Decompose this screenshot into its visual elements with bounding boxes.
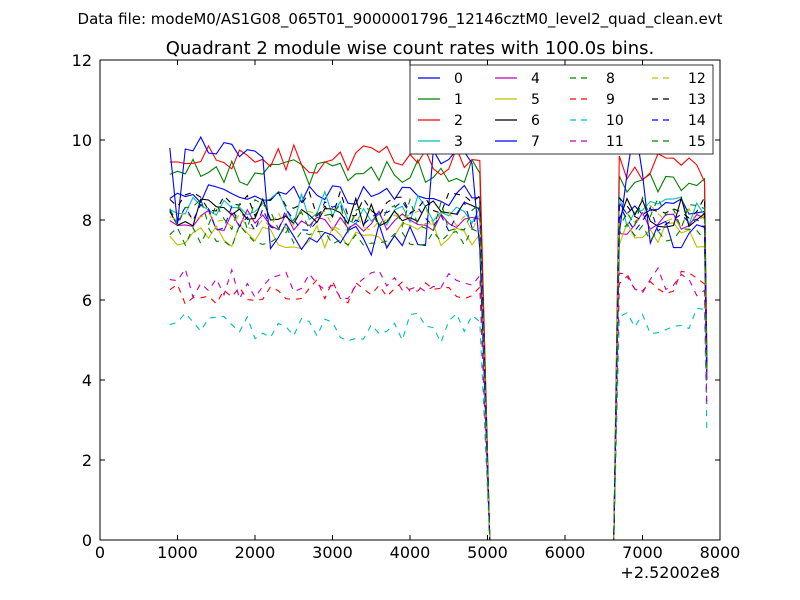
x-tick-label-1000: 1000 (157, 543, 198, 562)
series-line-1 (169, 158, 708, 541)
series-line-3 (169, 189, 708, 541)
y-tick-label-4: 4 (82, 371, 92, 390)
y-tick-label-2: 2 (82, 451, 92, 470)
series-line-13 (169, 189, 708, 541)
legend-label-7: 7 (531, 134, 540, 150)
plot-lines (169, 123, 708, 541)
series-line-2 (169, 143, 708, 541)
legend-label-15: 15 (688, 134, 706, 150)
series-line-9 (169, 270, 708, 541)
legend-label-3: 3 (454, 134, 463, 150)
chart-title: Quadrant 2 module wise count rates with … (166, 38, 655, 59)
series-line-0 (169, 184, 708, 541)
legend-label-10: 10 (606, 113, 624, 129)
series-line-11 (169, 266, 708, 541)
legend-label-14: 14 (688, 113, 706, 129)
legend-label-5: 5 (531, 92, 540, 108)
x-tick-label-0: 0 (95, 543, 105, 562)
legend-label-12: 12 (688, 71, 706, 87)
legend-label-6: 6 (531, 113, 540, 129)
series-line-6 (169, 196, 708, 541)
legend-label-13: 13 (688, 92, 706, 108)
x-tick-label-4000: 4000 (390, 543, 431, 562)
legend-label-8: 8 (606, 71, 615, 87)
legend-label-11: 11 (606, 134, 624, 150)
legend-box (409, 64, 714, 155)
legend-label-2: 2 (454, 113, 463, 129)
x-tick-label-6000: 6000 (545, 543, 586, 562)
axes-ticks: 0 1000 2000 3000 4000 5000 6000 7000 80000246810… (72, 51, 741, 562)
series-line-4 (169, 208, 708, 541)
series-line-10 (169, 307, 708, 541)
x-tick-label-2000: 2000 (235, 543, 276, 562)
x-offset-label: +2.52002e8 (620, 563, 720, 582)
series-line-8 (169, 223, 708, 541)
plot-frame (99, 59, 721, 541)
legend-label-0: 0 (454, 71, 463, 87)
series-line-5 (169, 221, 708, 541)
y-tick-label-8: 8 (82, 211, 92, 230)
y-tick-label-6: 6 (82, 291, 92, 310)
legend-label-4: 4 (531, 71, 540, 87)
series-line-7 (169, 123, 708, 541)
x-tick-label-5000: 5000 (467, 543, 508, 562)
series-line-15 (169, 196, 708, 541)
series-line-12 (169, 204, 708, 541)
series-line-14 (169, 200, 708, 541)
chart-suptitle: Data file: modeM0/AS1G08_065T01_90000017… (78, 10, 723, 29)
y-tick-label-0: 0 (82, 531, 92, 550)
x-tick-label-8000: 8000 (700, 543, 741, 562)
y-tick-label-12: 12 (72, 51, 92, 70)
x-tick-label-7000: 7000 (622, 543, 663, 562)
y-tick-label-10: 10 (72, 131, 92, 150)
legend-label-1: 1 (454, 92, 463, 108)
x-tick-label-3000: 3000 (312, 543, 353, 562)
legend-label-9: 9 (606, 92, 615, 108)
